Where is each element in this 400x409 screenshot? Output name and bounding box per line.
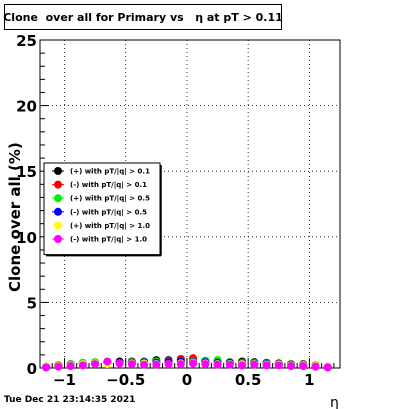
data-point — [299, 362, 308, 371]
x-tick-label: 0.5 — [235, 371, 262, 389]
y-tick-label: 5 — [27, 294, 37, 312]
y-tick-label: 0 — [27, 360, 37, 378]
data-point — [66, 362, 75, 371]
data-point — [238, 361, 247, 370]
chart-title: Clone over all for Primary vs η at pT > … — [3, 10, 283, 24]
x-axis-label: η — [330, 395, 339, 409]
y-tick-label: 20 — [16, 98, 37, 116]
data-point — [250, 360, 259, 369]
data-point — [287, 362, 296, 371]
legend-label: (+) with pT/|q| > 0.1 — [70, 168, 150, 177]
data-point — [176, 360, 185, 369]
data-point — [115, 359, 124, 368]
data-point — [201, 360, 210, 369]
data-point — [323, 363, 332, 372]
data-points — [42, 354, 332, 372]
x-tick-label: 0 — [182, 371, 192, 389]
data-point — [189, 359, 198, 368]
legend-marker — [54, 194, 62, 203]
data-point — [78, 361, 87, 370]
data-point — [262, 361, 271, 370]
x-tick-label: −0.5 — [106, 371, 145, 389]
data-point — [213, 360, 222, 369]
timestamp: Tue Dec 21 23:14:35 2021 — [4, 395, 136, 405]
data-point — [311, 362, 320, 371]
data-point — [225, 360, 234, 369]
plot-frame — [39, 39, 341, 369]
title-box: Clone over all for Primary vs η at pT > … — [3, 4, 283, 30]
x-tick-label: 1 — [304, 371, 314, 389]
data-point — [274, 361, 283, 370]
y-tick-label: 15 — [16, 163, 37, 181]
x-tick-label: −1 — [53, 371, 76, 389]
data-point — [103, 357, 112, 366]
legend: (+) with pT/|q| > 0.1 (-) with pT/|q| > 0… — [43, 162, 162, 257]
legend-label: (+) with pT/|q| > 0.5 — [70, 195, 150, 204]
legend-label: (+) with pT/|q| > 1.0 — [70, 222, 150, 231]
y-tick-label: 10 — [16, 229, 37, 247]
legend-marker — [54, 167, 62, 175]
data-point — [164, 360, 173, 369]
data-point — [127, 360, 136, 369]
data-point — [54, 362, 63, 371]
legend-marker — [54, 207, 62, 216]
legend-marker — [54, 221, 62, 230]
legend-label: (-) with pT/|q| > 0.1 — [70, 181, 147, 190]
data-point — [152, 360, 161, 369]
data-point — [91, 360, 100, 369]
legend-marker — [54, 180, 62, 189]
legend-marker — [54, 235, 62, 243]
y-tick-label: 25 — [16, 32, 37, 50]
y-axis-label: Clone over all (%) — [6, 142, 24, 292]
legend-label: (-) with pT/|q| > 0.5 — [70, 208, 147, 217]
data-point — [42, 363, 51, 372]
axes: 0 5 10 15 20 25 −1 −0.5 0 0.5 1 — [16, 32, 341, 389]
legend-label: (-) with pT/|q| > 1.0 — [70, 236, 147, 245]
data-point — [140, 360, 149, 369]
